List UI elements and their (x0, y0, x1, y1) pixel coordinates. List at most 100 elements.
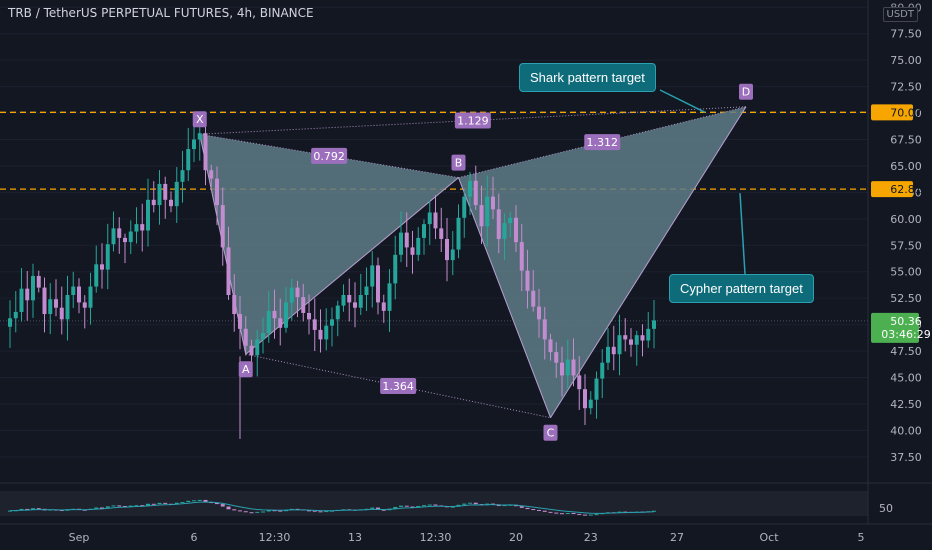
oscillator-pane (0, 482, 932, 525)
candle-body (215, 178, 219, 206)
oscillator-bar (232, 509, 237, 511)
currency-unit-badge[interactable]: USDT (882, 7, 918, 22)
candle-body (209, 170, 214, 179)
candle-body (606, 346, 610, 363)
candle-body (134, 224, 139, 232)
price-tick-label: 45.00 (890, 372, 922, 385)
level-price-badge-bg (871, 104, 913, 121)
candle-body (88, 286, 93, 308)
candle-body (571, 359, 576, 376)
chart-title: TRB / TetherUS PERPETUAL FUTURES, 4h, BI… (8, 6, 314, 20)
cypher-target-callout[interactable]: Cypher pattern target (669, 274, 814, 303)
price-tick-label: 55.00 (890, 266, 922, 279)
xab-triangle (199, 134, 459, 355)
oscillator-bar (583, 514, 587, 516)
pattern-leg (550, 106, 747, 418)
oscillator-bar (341, 509, 346, 511)
candle-body (278, 318, 283, 328)
candle-body (577, 375, 582, 390)
ratio-label: 1.312 (587, 136, 619, 149)
oscillator-bar (617, 511, 622, 513)
candle-body (560, 362, 564, 376)
level-price-badge: 70.07 (890, 106, 922, 119)
oscillator-bar (220, 504, 225, 507)
pattern-point-bg (739, 83, 753, 100)
candle-body (77, 286, 81, 303)
oscillator-bar (100, 507, 104, 509)
oscillator-bar (427, 504, 432, 506)
candle-body (123, 237, 127, 243)
candle-body (324, 325, 329, 340)
candle-body (140, 224, 145, 231)
ratio-label: 1.129 (457, 114, 489, 127)
candle-body (249, 345, 254, 356)
candle-body (117, 228, 122, 238)
candle-body (289, 287, 294, 303)
oscillator-bar (255, 511, 260, 513)
oscillator-bar (307, 510, 311, 512)
candle-body (473, 180, 478, 206)
oscillator-bar (565, 513, 570, 515)
oscillator-bar (502, 505, 507, 507)
candle-body (347, 295, 352, 303)
oscillator-bar (174, 502, 179, 505)
cypher-callout-connector (739, 193, 746, 275)
candle-body (393, 254, 398, 284)
candle-body (634, 335, 639, 345)
candle-body (387, 283, 392, 311)
candle-body (410, 247, 415, 255)
oscillator-bar (272, 510, 277, 512)
oscillator-bar (19, 508, 24, 511)
candle-body (203, 133, 208, 171)
candle-body (364, 286, 369, 296)
candle-body (531, 290, 536, 307)
oscillator-bar (111, 505, 116, 507)
oscillator-bar (376, 507, 380, 510)
oscillator-bar (226, 506, 231, 510)
candle-body (514, 217, 518, 243)
pattern-point-bg (192, 111, 207, 128)
price-axis[interactable]: 37.5040.0042.5045.0047.5050.0052.5055.00… (867, 0, 931, 524)
oscillator-bar (571, 513, 576, 515)
price-tick-label: 37.50 (890, 451, 922, 464)
oscillator-bar (163, 502, 168, 504)
time-tick-label: 12:30 (259, 531, 291, 544)
harmonic-pattern[interactable] (199, 106, 747, 419)
time-tick-label: 13 (348, 531, 362, 544)
candle-body (496, 209, 501, 239)
candle-body (588, 399, 593, 409)
candle-body (100, 264, 104, 270)
pattern-point-bg (451, 154, 466, 171)
oscillator-bar (94, 507, 99, 509)
candle-body (192, 139, 196, 150)
candle-body (157, 183, 162, 206)
time-axis[interactable]: Sep 6 12:30 13 12:30 20 23 27 Oct 5 (69, 531, 865, 544)
candle-body (180, 170, 185, 182)
oscillator-bar (410, 506, 415, 508)
oscillator-bar (652, 510, 656, 512)
oscillator-bar (128, 505, 133, 507)
candle-body (422, 224, 426, 238)
oscillator-band (0, 491, 868, 516)
oscillator-signal-line (9, 501, 655, 514)
oscillator-bar (8, 510, 12, 512)
oscillator-bar (416, 505, 421, 507)
candle-body (611, 346, 616, 355)
pattern-point-bg (238, 361, 253, 378)
oscillator-bar (491, 503, 495, 505)
shark-target-callout[interactable]: Shark pattern target (519, 63, 656, 92)
candle-body (232, 295, 237, 315)
candle-body (8, 318, 12, 327)
oscillator-bar (542, 510, 547, 512)
candle-body (146, 199, 150, 231)
candle-body (226, 247, 231, 296)
oscillator-bar (82, 509, 87, 511)
ratio-label-bg (311, 147, 348, 164)
ratio-line (245, 353, 551, 419)
oscillator-bar (266, 510, 271, 512)
candle-body (404, 232, 409, 248)
oscillator-bar (399, 505, 403, 507)
oscillator-bar (25, 508, 30, 510)
oscillator-bar (186, 500, 191, 503)
candle-body (445, 238, 449, 261)
